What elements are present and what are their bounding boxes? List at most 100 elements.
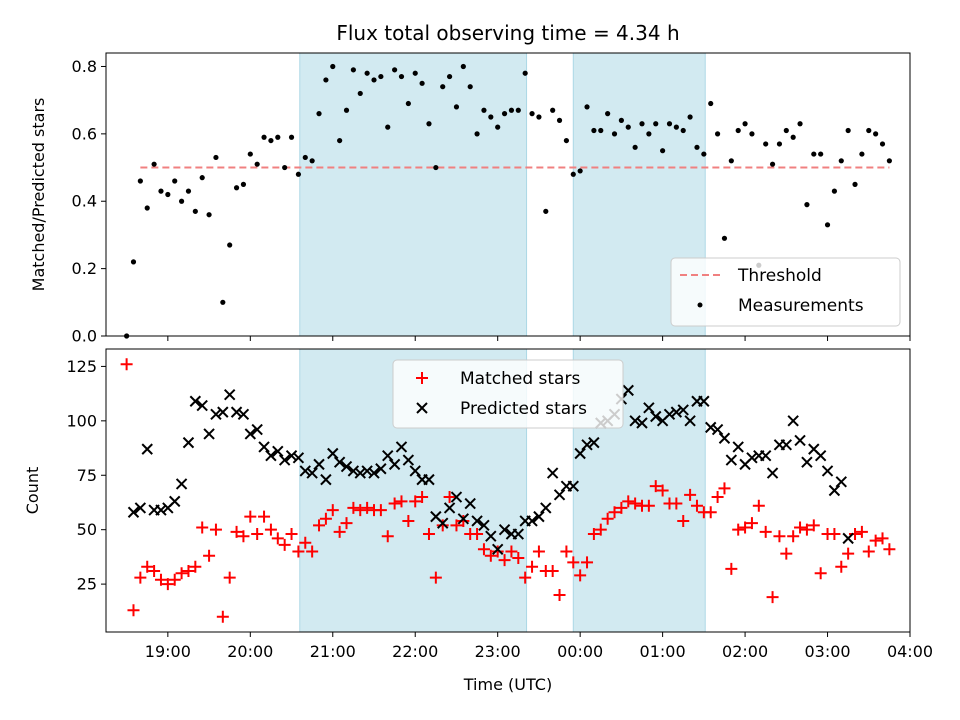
matched-stars-point-57 [512, 551, 525, 564]
measurements-point-42 [412, 70, 418, 76]
measurements-point-24 [288, 134, 295, 140]
predicted-stars-point-81 [684, 415, 696, 427]
x-tick-label-8: 03:00 [804, 642, 850, 661]
measurements-point-9 [185, 188, 192, 194]
matched-stars-point-81 [677, 514, 690, 527]
matched-stars-point-34 [354, 504, 367, 517]
matched-stars-point-101 [814, 567, 827, 580]
bottom-y-axis-label: Count [23, 467, 42, 515]
measurements-point-6 [165, 191, 171, 198]
measurements-point-44 [426, 121, 432, 127]
predicted-stars-point-53 [491, 543, 504, 555]
measurements-point-73 [625, 124, 631, 130]
matched-stars-point-56 [505, 545, 518, 558]
chart-title: Flux total observing time = 4.34 h [336, 21, 679, 45]
predicted-stars-point-35 [368, 467, 380, 479]
matched-stars-point-7 [168, 573, 181, 586]
matched-stars-point-41 [402, 514, 415, 527]
matched-stars-point-65 [567, 556, 580, 569]
predicted-stars-point-49 [464, 497, 476, 510]
matched-stars-point-78 [656, 484, 669, 497]
predicted-legend-swatch [416, 402, 428, 414]
matched-stars-point-20 [258, 510, 271, 523]
x-tick-label-6: 01:00 [640, 642, 686, 661]
predicted-stars-point-85 [711, 423, 724, 436]
measurements-point-106 [852, 181, 858, 187]
matched-stars-point-45 [429, 571, 442, 584]
predicted-stars-point-104 [842, 532, 854, 545]
predicted-stars-point-87 [725, 454, 738, 466]
matched-stars-point-77 [649, 480, 662, 493]
predicted-stars-point-66 [581, 439, 593, 451]
predicted-stars-point-45 [437, 517, 449, 529]
measurements-point-54 [495, 124, 501, 130]
measurements-point-12 [206, 212, 212, 218]
measurements-point-58 [522, 70, 528, 76]
measurements-point-14 [220, 299, 226, 305]
matched-stars-point-76 [642, 499, 655, 512]
measurements-point-52 [481, 107, 487, 113]
matched-stars-point-15 [223, 571, 236, 584]
measurements-point-37 [378, 73, 384, 80]
matched-stars-point-87 [718, 482, 731, 495]
matched-stars-point-111 [883, 543, 896, 556]
predicted-stars-point-64 [567, 480, 579, 492]
matched-stars-point-70 [601, 512, 614, 525]
matched-stars-point-54 [491, 545, 504, 558]
matched-stars-point-52 [477, 543, 490, 556]
measurements-point-91 [749, 131, 755, 137]
measurements-point-22 [275, 134, 281, 140]
predicted-stars-point-19 [258, 441, 270, 453]
measurements-point-51 [474, 131, 480, 137]
measurements-point-83 [694, 144, 700, 150]
measurements-point-102 [824, 222, 831, 228]
matched-stars-point-38 [381, 530, 394, 543]
matched-legend-swatch [416, 372, 428, 384]
measurements-point-84 [701, 151, 707, 157]
measurements-legend-swatch [697, 302, 703, 308]
matched-stars-point-35 [361, 501, 374, 514]
matched-stars-point-46 [436, 519, 449, 532]
measurements-point-47 [446, 73, 453, 80]
matched-stars-point-25 [292, 545, 305, 558]
matched-stars-point-27 [306, 545, 319, 558]
matched-stars-point-24 [285, 528, 298, 541]
predicted-stars-point-47 [450, 491, 463, 503]
predicted-stars-point-0 [127, 506, 140, 518]
predicted-stars-point-43 [423, 473, 435, 486]
measurements-point-64 [563, 137, 570, 144]
matched-stars-point-73 [622, 495, 635, 508]
bottom-y-tick-label-2: 75 [77, 466, 97, 485]
predicted-stars-point-96 [787, 415, 799, 427]
matched-stars-point-14 [216, 610, 229, 623]
matched-stars-point-22 [271, 532, 284, 545]
bottom-y-tick-label-1: 50 [77, 520, 97, 539]
measurements-point-35 [364, 70, 370, 76]
matched-stars-point-66 [574, 569, 587, 582]
predicted-stars-point-34 [361, 465, 373, 477]
measurements-point-62 [550, 107, 556, 113]
matched-stars-point-72 [615, 501, 628, 514]
predicted-stars-point-65 [574, 447, 586, 460]
measurements-point-26 [302, 154, 308, 161]
measurements-point-48 [453, 104, 460, 110]
predicted-stars-point-92 [759, 449, 772, 462]
predicted-stars-point-98 [801, 456, 813, 468]
measurements-point-109 [873, 131, 879, 137]
measurements-point-107 [859, 151, 865, 157]
matched-stars-point-95 [773, 530, 786, 543]
predicted-stars-point-83 [698, 395, 710, 407]
predicted-stars-point-60 [540, 502, 552, 514]
matched-stars-point-19 [251, 528, 264, 541]
matched-stars-point-86 [711, 491, 724, 504]
matched-stars-point-17 [237, 530, 250, 543]
matched-stars-point-12 [203, 549, 216, 562]
matched-stars-point-68 [587, 528, 600, 541]
predicted-stars-point-76 [650, 410, 662, 423]
matched-stars-point-71 [608, 506, 621, 519]
matched-stars-point-63 [553, 588, 566, 601]
measurements-legend-label: Measurements [738, 296, 864, 316]
predicted-stars-point-79 [670, 406, 683, 418]
predicted-stars-point-61 [546, 467, 559, 479]
matched-stars-point-62 [546, 565, 559, 578]
